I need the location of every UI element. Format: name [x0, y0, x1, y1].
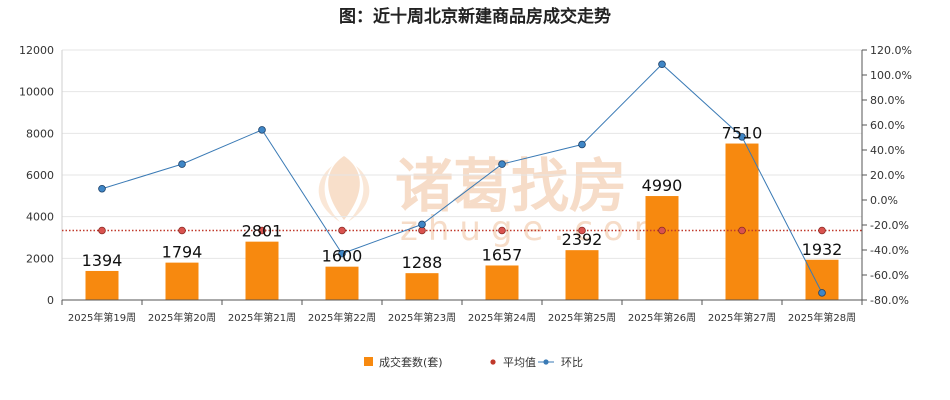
legend: 成交套数(套) 平均值 环比 — [364, 355, 583, 369]
legend-avg-label: 平均值 — [503, 356, 536, 369]
mom-point — [818, 289, 826, 297]
average-point — [178, 226, 186, 235]
average-point — [818, 226, 826, 235]
mom-point — [498, 160, 506, 168]
average-point — [338, 226, 346, 235]
x-tick-label: 2025年第23周 — [388, 311, 456, 324]
data-labels: 1394 1794 2801 1600 1288 1657 2392 4990 7510 1932 — [82, 124, 843, 273]
right-axis: -80.0% -60.0% -40.0% -20.0% 0.0% 20.0% 40.0% 60… — [861, 44, 912, 307]
bar-data-label: 4990 — [642, 176, 683, 195]
x-tick-label: 2025年第27周 — [708, 311, 776, 324]
legend-mom-marker — [543, 359, 549, 365]
bar-data-label: 1600 — [322, 247, 363, 266]
left-tick-label: 2000 — [26, 252, 54, 265]
right-tick-label: 80.0% — [870, 94, 905, 107]
average-point — [738, 226, 746, 235]
bar-data-label: 1932 — [802, 240, 843, 259]
watermark: 诸葛找房 zhuge.com — [318, 152, 677, 249]
right-tick-label: 60.0% — [870, 119, 905, 132]
right-tick-label: 20.0% — [870, 169, 905, 182]
legend-mom-label: 环比 — [561, 356, 583, 369]
x-tick-label: 2025年第20周 — [148, 311, 216, 324]
mom-point — [98, 184, 106, 193]
legend-bar-label: 成交套数(套) — [379, 355, 443, 369]
bar — [325, 266, 359, 300]
left-tick-label: 10000 — [19, 86, 54, 99]
mom-series — [98, 60, 826, 297]
x-tick-label: 2025年第25周 — [548, 311, 616, 324]
bar — [405, 273, 439, 300]
bar — [165, 262, 199, 300]
x-tick-label: 2025年第21周 — [228, 311, 296, 324]
mom-point — [738, 133, 746, 141]
average-point — [258, 226, 266, 235]
left-axis: 0 2000 4000 6000 8000 10000 12000 — [19, 44, 63, 307]
x-tick-label: 2025年第19周 — [68, 311, 136, 324]
right-tick-label: 100.0% — [870, 69, 912, 82]
bar-data-label: 1657 — [482, 245, 523, 264]
average-series — [62, 226, 862, 235]
left-tick-label: 8000 — [26, 127, 54, 140]
left-tick-label: 12000 — [19, 44, 54, 57]
x-tick-label: 2025年第28周 — [788, 311, 856, 324]
mom-point — [418, 220, 426, 229]
watermark-subtext: zhuge.com — [400, 209, 677, 249]
bar — [565, 250, 599, 300]
x-tick-label: 2025年第22周 — [308, 311, 376, 324]
bar — [725, 143, 759, 300]
mom-point — [578, 140, 586, 149]
bar — [245, 241, 279, 300]
bar — [645, 196, 679, 300]
x-axis: 2025年第19周 2025年第20周 2025年第21周 2025年第22周 2025… — [61, 299, 863, 324]
left-tick-label: 4000 — [26, 211, 54, 224]
left-tick-label: 0 — [47, 294, 54, 307]
average-point — [498, 226, 506, 235]
right-tick-label: -40.0% — [870, 244, 909, 257]
bar-data-label: 7510 — [722, 124, 763, 143]
mom-point — [258, 126, 266, 134]
left-tick-label: 6000 — [26, 169, 54, 182]
bar-data-label: 1394 — [82, 251, 123, 270]
mom-point — [178, 160, 186, 168]
mom-point — [338, 249, 346, 258]
bar-data-label: 2392 — [562, 230, 603, 249]
mom-line — [101, 63, 823, 294]
right-tick-label: 40.0% — [870, 144, 905, 157]
right-tick-label: -80.0% — [870, 294, 909, 307]
right-tick-label: 0.0% — [870, 194, 898, 207]
bar-data-label: 1794 — [162, 243, 203, 262]
x-tick-label: 2025年第26周 — [628, 311, 696, 324]
legend-bar-swatch — [364, 357, 373, 366]
x-tick-label: 2025年第24周 — [468, 311, 536, 324]
bar — [85, 270, 119, 300]
right-tick-label: 120.0% — [870, 44, 912, 57]
bar — [485, 265, 519, 300]
watermark-text: 诸葛找房 — [395, 152, 627, 220]
mom-point — [658, 60, 666, 69]
average-point — [98, 226, 106, 235]
legend-avg-marker — [490, 359, 496, 365]
average-point — [578, 226, 586, 235]
bar-data-label: 1288 — [402, 253, 443, 272]
bar-series — [85, 143, 839, 300]
right-tick-label: -60.0% — [870, 269, 909, 282]
right-tick-label: -20.0% — [870, 219, 909, 232]
bar-data-label: 2801 — [242, 222, 283, 241]
watermark-logo — [318, 156, 370, 222]
chart-title: 图：近十周北京新建商品房成交走势 — [339, 6, 611, 27]
average-point — [658, 226, 666, 235]
